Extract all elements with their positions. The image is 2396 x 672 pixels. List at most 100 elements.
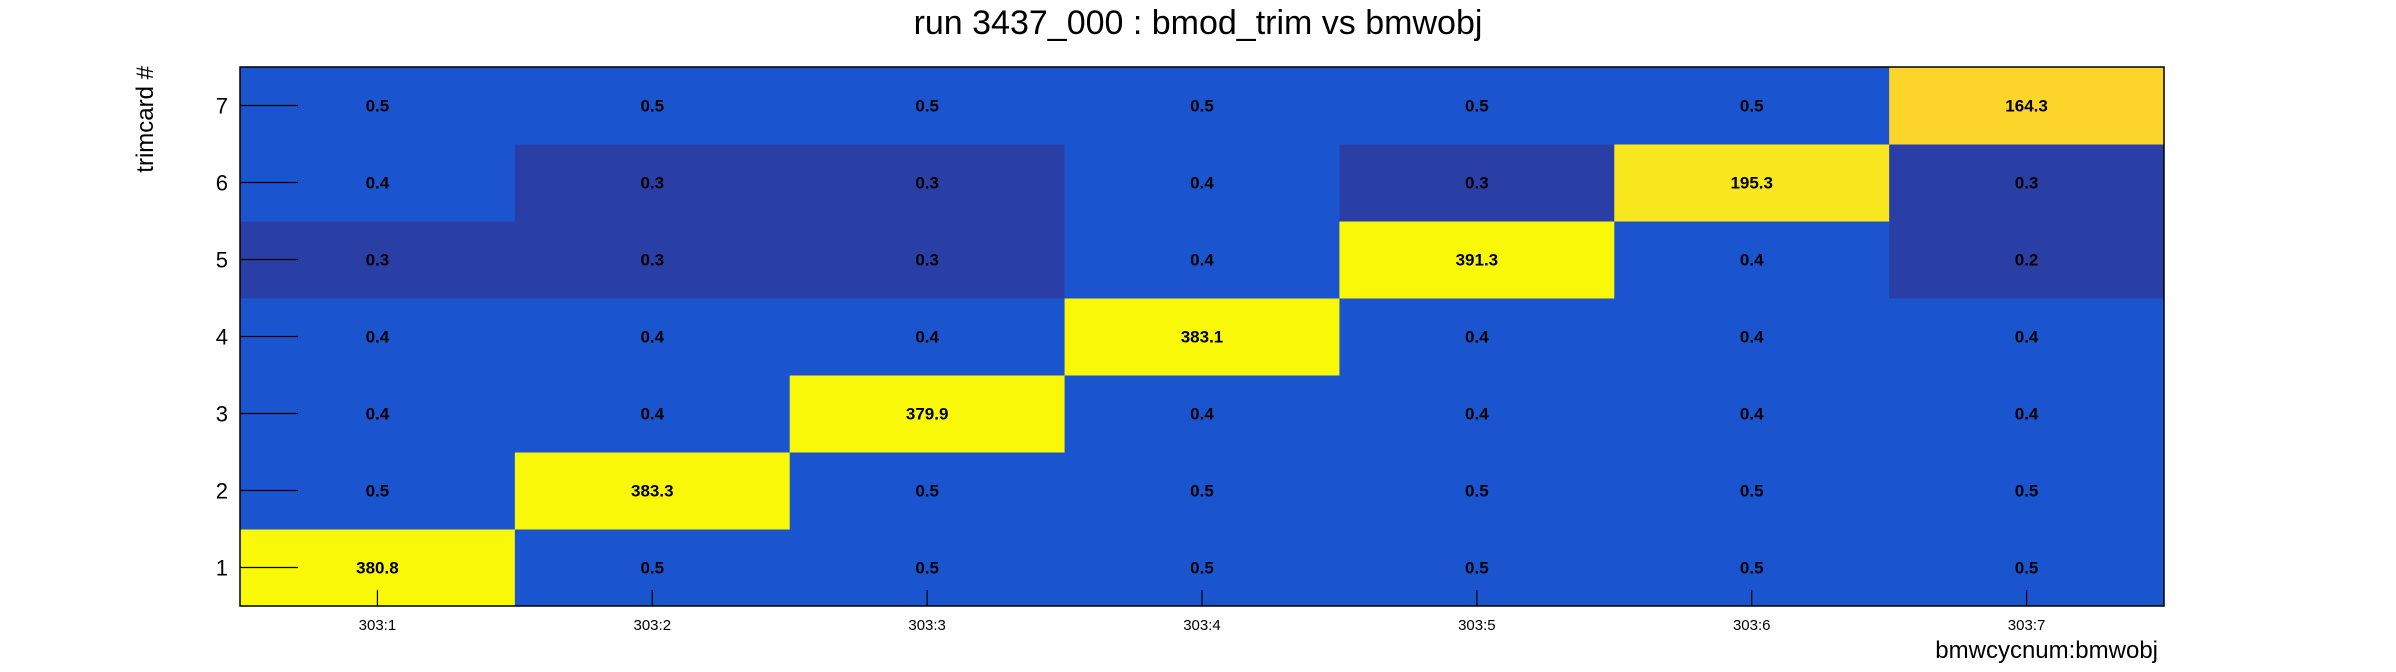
cell-value-label: 0.4 [366, 405, 390, 424]
cell-value-label: 0.4 [1740, 328, 1764, 347]
heatmap-cell [1339, 221, 1615, 299]
cell-value-label: 0.5 [1465, 559, 1489, 578]
heatmap-cell [1339, 67, 1615, 145]
cell-value-label: 0.4 [2015, 328, 2039, 347]
cell-value-label: 0.4 [1190, 251, 1214, 270]
cell-value-label: 0.5 [2015, 559, 2039, 578]
heatmap-cells [240, 67, 2165, 607]
cell-value-label: 0.5 [1190, 482, 1214, 501]
y-tick-label: 1 [216, 556, 228, 581]
heatmap-cell [1889, 144, 2165, 222]
cell-value-label: 383.3 [631, 482, 674, 501]
cell-value-label: 164.3 [2005, 97, 2048, 116]
cell-value-label: 0.5 [1190, 559, 1214, 578]
heatmap-cell [789, 375, 1066, 453]
plot-frame [239, 66, 2165, 607]
cell-value-label: 383.1 [1181, 328, 1224, 347]
cell-value-label: 0.4 [1465, 328, 1489, 347]
cell-value-label: 0.4 [1740, 405, 1764, 424]
cell-value-label: 380.8 [356, 559, 399, 578]
cell-value-label: 0.3 [640, 251, 664, 270]
cell-value-label: 0.3 [2015, 174, 2039, 193]
heatmap-cell [514, 375, 791, 453]
cell-value-label: 0.4 [640, 328, 664, 347]
cell-value-label: 0.4 [366, 174, 390, 193]
cell-value-label: 0.4 [1190, 405, 1214, 424]
cell-value-label: 0.3 [640, 174, 664, 193]
heatmap-cell [1339, 375, 1615, 453]
cell-value-label: 0.5 [1740, 97, 1764, 116]
x-tick-label: 303:2 [634, 617, 672, 634]
heatmap-cell [1614, 221, 1890, 299]
cell-value-label: 0.4 [640, 405, 664, 424]
cell-value-label: 0.5 [640, 559, 664, 578]
cell-value-label: 0.5 [1740, 482, 1764, 501]
cell-value-label: 0.3 [366, 251, 390, 270]
heatmap-cell [1064, 67, 1340, 145]
cell-value-label: 0.5 [1465, 482, 1489, 501]
heatmap-cell [514, 67, 791, 145]
chart-title: run 3437_000 : bmod_trim vs bmwobj [914, 4, 1483, 42]
heatmap-cell [1339, 298, 1615, 376]
heatmap-cell [1064, 221, 1340, 299]
cell-value-label: 0.5 [366, 482, 390, 501]
heatmap-cell [1339, 144, 1615, 222]
heatmap-cell [1889, 221, 2165, 299]
heatmap-cell [1614, 452, 1890, 530]
x-tick-label: 303:6 [1733, 617, 1771, 634]
heatmap-cell [1889, 375, 2165, 453]
cell-value-label: 0.5 [1465, 97, 1489, 116]
y-axis-label: trimcard # [132, 65, 159, 172]
cell-value-label: 379.9 [906, 405, 949, 424]
heatmap-cell [1614, 298, 1890, 376]
heatmap-cell [514, 221, 791, 299]
x-tick-label: 303:3 [908, 617, 946, 634]
heatmap-cell [1889, 67, 2165, 145]
heatmap-cell [1064, 452, 1340, 530]
heatmap-cell [1064, 298, 1340, 376]
cell-value-label: 0.4 [2015, 405, 2039, 424]
y-axis-ticks: 1 2 3 4 5 6 7 [216, 94, 298, 581]
cell-value-label: 0.4 [1465, 405, 1489, 424]
y-tick-label: 4 [216, 325, 228, 350]
cell-value-label: 0.2 [2015, 251, 2039, 270]
cell-value-label: 0.5 [915, 482, 939, 501]
cell-value-label: 0.5 [1190, 97, 1214, 116]
cell-labels: 380.8 0.5 0.5 0.5 0.5 0.5 0.5 0.5 383.3 0.5 0.5 0.5… [356, 97, 2048, 578]
x-tick-label: 303:7 [2008, 617, 2046, 634]
cell-value-label: 0.4 [1740, 251, 1764, 270]
heatmap-cell [789, 67, 1066, 145]
heatmap-cell [1889, 298, 2165, 376]
heatmap-cell [1064, 144, 1340, 222]
cell-value-label: 0.3 [915, 251, 939, 270]
heatmap-cell [1614, 67, 1890, 145]
heatmap-cell [1614, 144, 1890, 222]
heatmap-cell [1889, 452, 2165, 530]
heatmap-cell [789, 452, 1066, 530]
heatmap-cell [514, 452, 791, 530]
cell-value-label: 0.4 [1190, 174, 1214, 193]
cell-value-label: 0.4 [915, 328, 939, 347]
heatmap-cell [1064, 375, 1340, 453]
y-tick-label: 7 [216, 94, 228, 119]
x-axis-label: bmwcycnum:bmwobj [1935, 637, 2158, 664]
x-tick-label: 303:4 [1183, 617, 1221, 634]
y-tick-label: 2 [216, 479, 228, 504]
heatmap-cell [514, 298, 791, 376]
cell-value-label: 391.3 [1456, 251, 1499, 270]
heatmap-cell [1339, 452, 1615, 530]
y-tick-label: 5 [216, 248, 228, 273]
heatmap-cell [789, 298, 1066, 376]
heatmap-cell [789, 221, 1066, 299]
cell-value-label: 0.3 [1465, 174, 1489, 193]
cell-value-label: 195.3 [1730, 174, 1773, 193]
y-tick-label: 6 [216, 171, 228, 196]
cell-value-label: 0.3 [915, 174, 939, 193]
cell-value-label: 0.5 [640, 97, 664, 116]
cell-value-label: 0.5 [915, 559, 939, 578]
heatmap-cell [1614, 375, 1890, 453]
cell-value-label: 0.4 [366, 328, 390, 347]
heatmap-cell [514, 144, 791, 222]
x-tick-label: 303:1 [359, 617, 397, 634]
